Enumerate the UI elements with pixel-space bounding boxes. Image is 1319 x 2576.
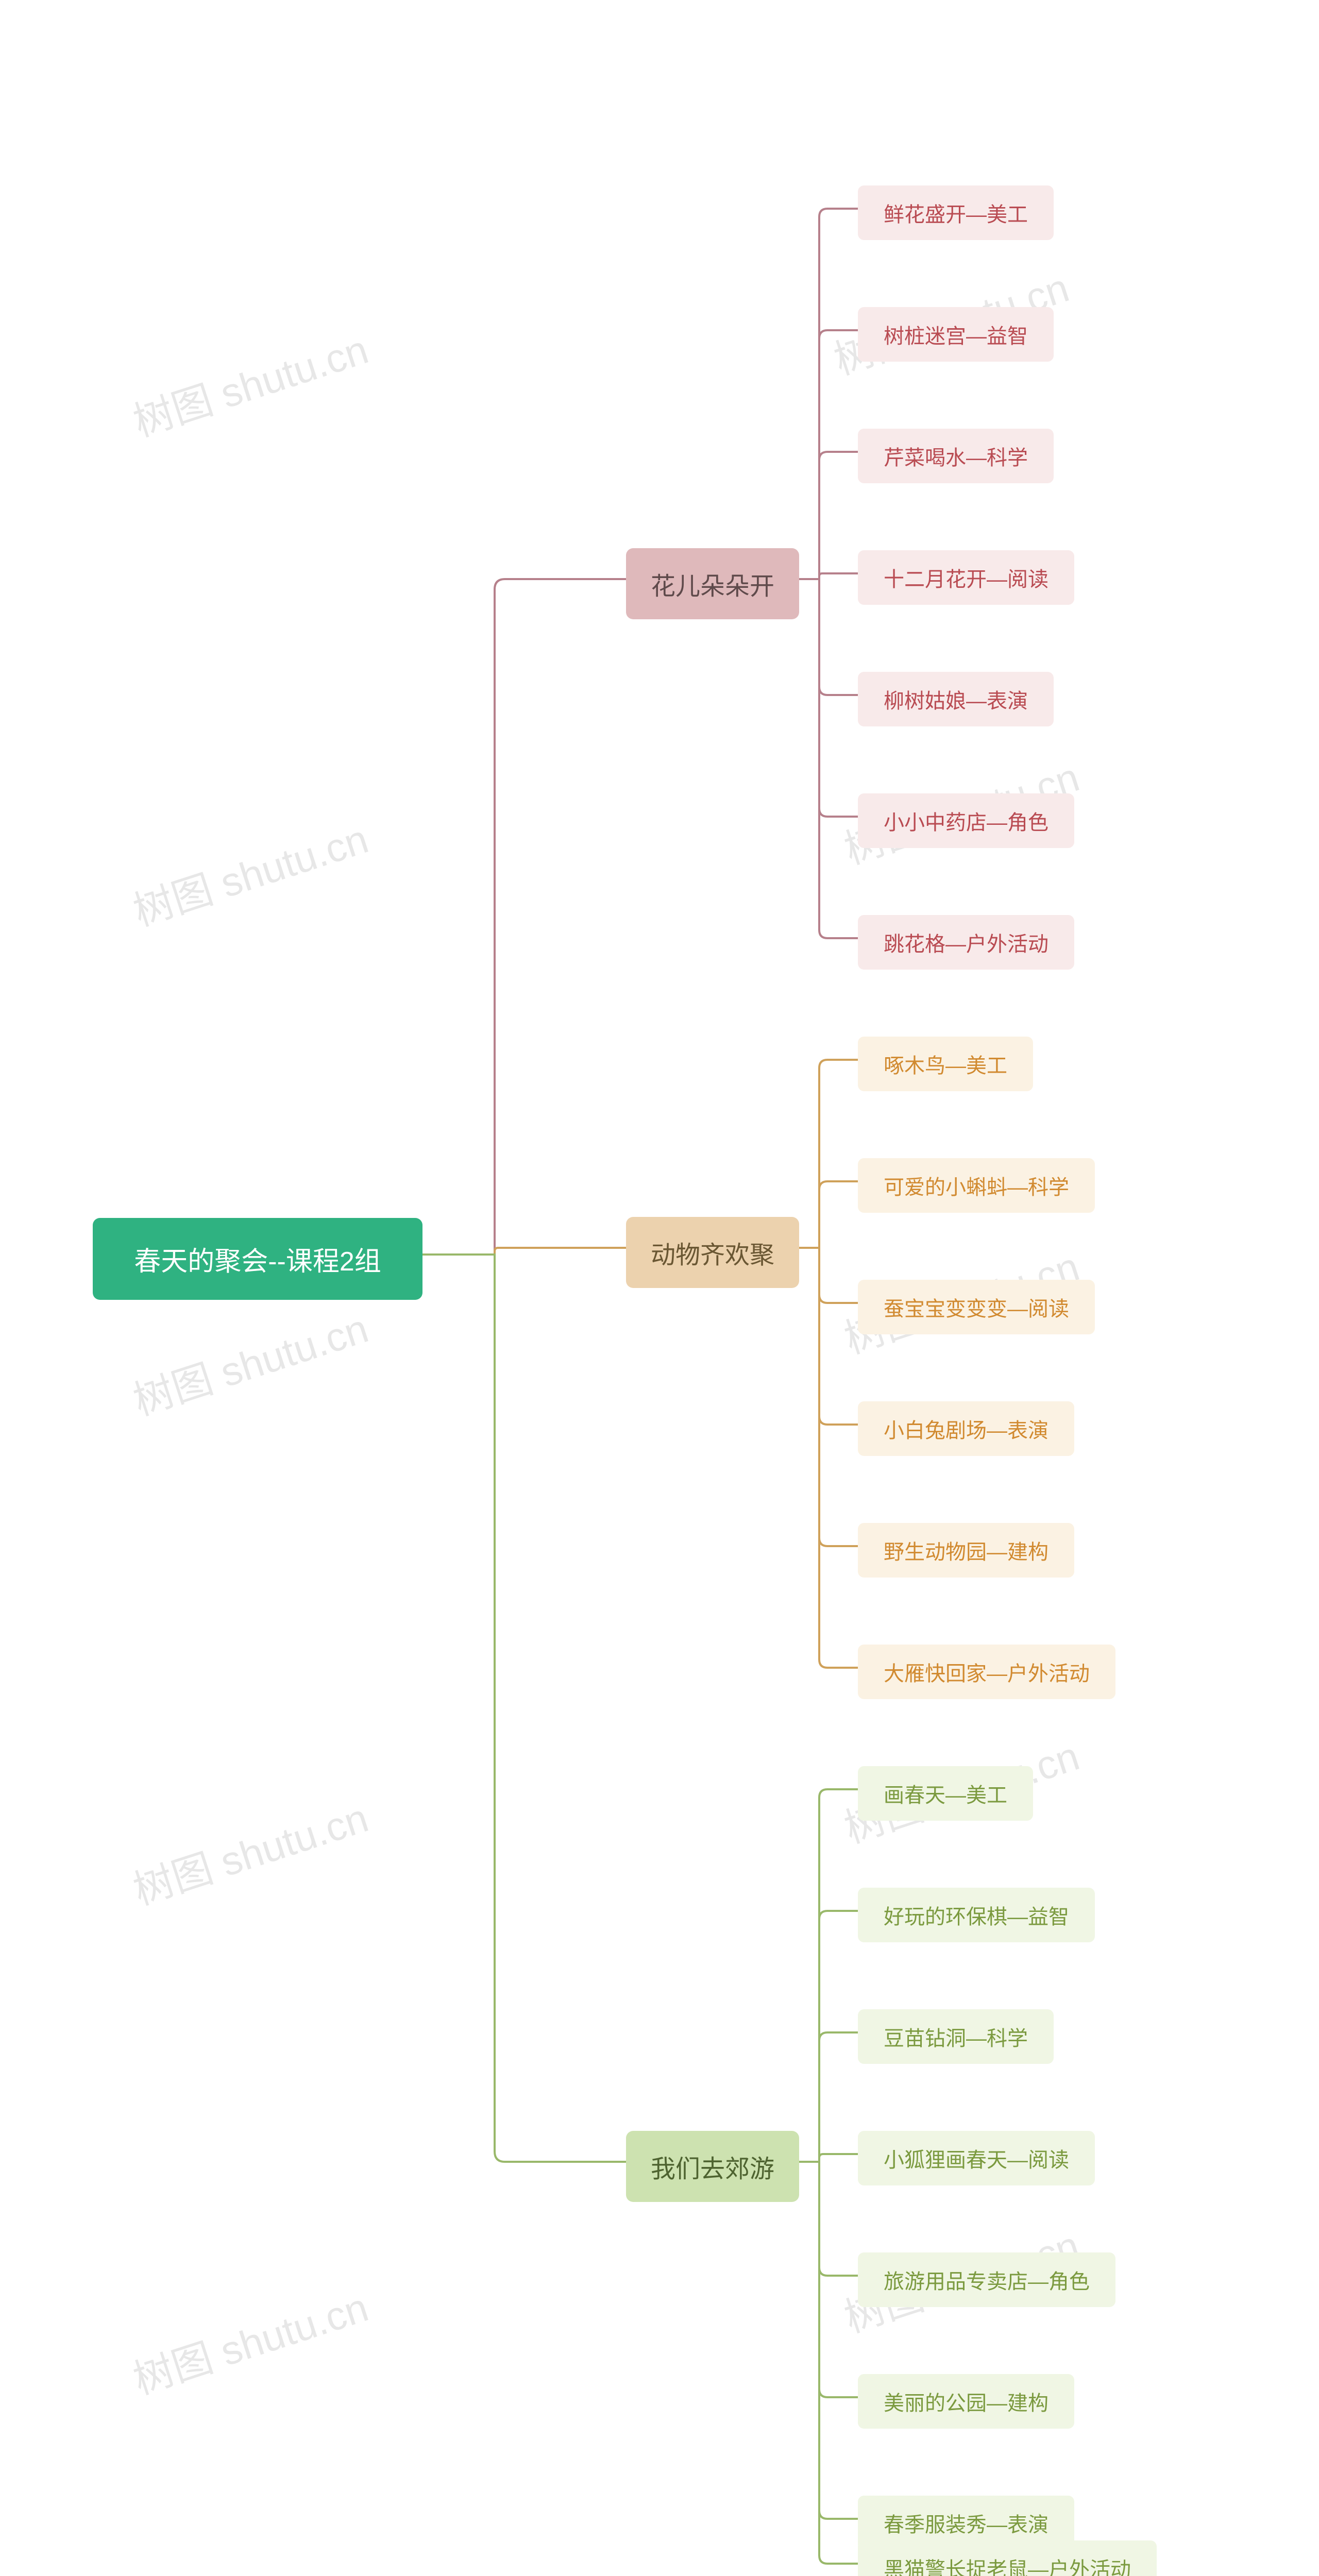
connector — [791, 209, 858, 579]
connector — [791, 330, 858, 579]
connector — [791, 2162, 858, 2519]
mindmap-canvas: 树图 shutu.cn树图 shutu.cn树图 shutu.cn树图 shut… — [0, 0, 1319, 2571]
leaf-b1-1-label: 树桩迷宫—益智 — [884, 319, 1028, 349]
connector — [791, 2154, 858, 2162]
leaf-b3-7-label: 黑猫警长捉老鼠—户外活动 — [884, 2553, 1131, 2576]
leaf-b3-0[interactable]: 画春天—美工 — [858, 1766, 1033, 1821]
branch-b1[interactable]: 花儿朵朵开 — [626, 548, 799, 619]
connector — [791, 1911, 858, 2162]
leaf-b1-2[interactable]: 芹菜喝水—科学 — [858, 429, 1054, 483]
leaf-b1-4-label: 柳树姑娘—表演 — [884, 684, 1028, 714]
connector — [791, 579, 858, 817]
branch-b3[interactable]: 我们去郊游 — [626, 2131, 799, 2202]
leaf-b2-4-label: 野生动物园—建构 — [884, 1535, 1049, 1565]
root-node[interactable]: 春天的聚会--课程2组 — [93, 1218, 422, 1300]
leaf-b1-0-label: 鲜花盛开—美工 — [884, 198, 1028, 228]
leaf-b2-2[interactable]: 蚕宝宝变变变—阅读 — [858, 1280, 1095, 1334]
leaf-b1-5-label: 小小中药店—角色 — [884, 806, 1049, 836]
connector — [791, 1248, 858, 1303]
leaf-b3-3[interactable]: 小狐狸画春天—阅读 — [858, 2131, 1095, 2185]
leaf-b3-5[interactable]: 美丽的公园—建构 — [858, 2374, 1074, 2429]
leaf-b1-1[interactable]: 树桩迷宫—益智 — [858, 307, 1054, 362]
leaf-b3-5-label: 美丽的公园—建构 — [884, 2386, 1049, 2416]
leaf-b2-5[interactable]: 大雁快回家—户外活动 — [858, 1645, 1115, 1699]
leaf-b1-3[interactable]: 十二月花开—阅读 — [858, 550, 1074, 605]
leaf-b1-4[interactable]: 柳树姑娘—表演 — [858, 672, 1054, 726]
leaf-b2-4[interactable]: 野生动物园—建构 — [858, 1523, 1074, 1578]
leaf-b1-3-label: 十二月花开—阅读 — [884, 563, 1049, 592]
leaf-b1-2-label: 芹菜喝水—科学 — [884, 441, 1028, 471]
leaf-b3-0-label: 画春天—美工 — [884, 1778, 1007, 1808]
leaf-b1-6[interactable]: 跳花格—户外活动 — [858, 915, 1074, 970]
branch-b2[interactable]: 动物齐欢聚 — [626, 1217, 799, 1288]
leaf-b1-6-label: 跳花格—户外活动 — [884, 927, 1049, 957]
connector — [791, 1248, 858, 1425]
leaf-b3-2[interactable]: 豆苗钻洞—科学 — [858, 2009, 1054, 2064]
connector — [791, 579, 858, 695]
connector — [791, 1060, 858, 1248]
connector — [791, 2032, 858, 2162]
connector — [791, 1248, 858, 1668]
connector — [791, 2162, 858, 2564]
connector — [791, 2162, 858, 2276]
leaf-b3-1-label: 好玩的环保棋—益智 — [884, 1900, 1069, 1930]
leaf-b2-1[interactable]: 可爱的小蝌蚪—科学 — [858, 1158, 1095, 1213]
connector — [791, 1181, 858, 1248]
leaf-b1-5[interactable]: 小小中药店—角色 — [858, 793, 1074, 848]
leaf-b3-4[interactable]: 旅游用品专卖店—角色 — [858, 2252, 1115, 2307]
connector — [791, 1248, 858, 1546]
connector — [791, 579, 858, 938]
leaf-b2-2-label: 蚕宝宝变变变—阅读 — [884, 1292, 1069, 1322]
leaf-b3-1[interactable]: 好玩的环保棋—益智 — [858, 1888, 1095, 1942]
leaf-b2-3-label: 小白兔剧场—表演 — [884, 1414, 1049, 1444]
leaf-b3-3-label: 小狐狸画春天—阅读 — [884, 2143, 1069, 2173]
branch-b2-label: 动物齐欢聚 — [651, 1234, 774, 1270]
leaf-b3-7[interactable]: 黑猫警长捉老鼠—户外活动 — [858, 2540, 1157, 2576]
connector — [791, 2162, 858, 2397]
leaf-b2-0[interactable]: 啄木鸟—美工 — [858, 1037, 1033, 1091]
leaf-b2-5-label: 大雁快回家—户外活动 — [884, 1657, 1090, 1687]
branch-b3-label: 我们去郊游 — [651, 2148, 774, 2184]
leaf-b3-2-label: 豆苗钻洞—科学 — [884, 2022, 1028, 2052]
leaf-b3-4-label: 旅游用品专卖店—角色 — [884, 2265, 1090, 2295]
leaf-b2-3[interactable]: 小白兔剧场—表演 — [858, 1401, 1074, 1456]
connector — [791, 1789, 858, 2162]
connector — [422, 1255, 626, 2162]
leaf-b2-1-label: 可爱的小蝌蚪—科学 — [884, 1171, 1069, 1200]
connector — [791, 452, 858, 579]
branch-b1-label: 花儿朵朵开 — [651, 566, 774, 602]
leaf-b2-0-label: 啄木鸟—美工 — [884, 1049, 1007, 1079]
leaf-b3-6-label: 春季服装秀—表演 — [884, 2508, 1049, 2538]
connector — [422, 579, 626, 1255]
root-node-label: 春天的聚会--课程2组 — [134, 1240, 381, 1278]
leaf-b1-0[interactable]: 鲜花盛开—美工 — [858, 185, 1054, 240]
